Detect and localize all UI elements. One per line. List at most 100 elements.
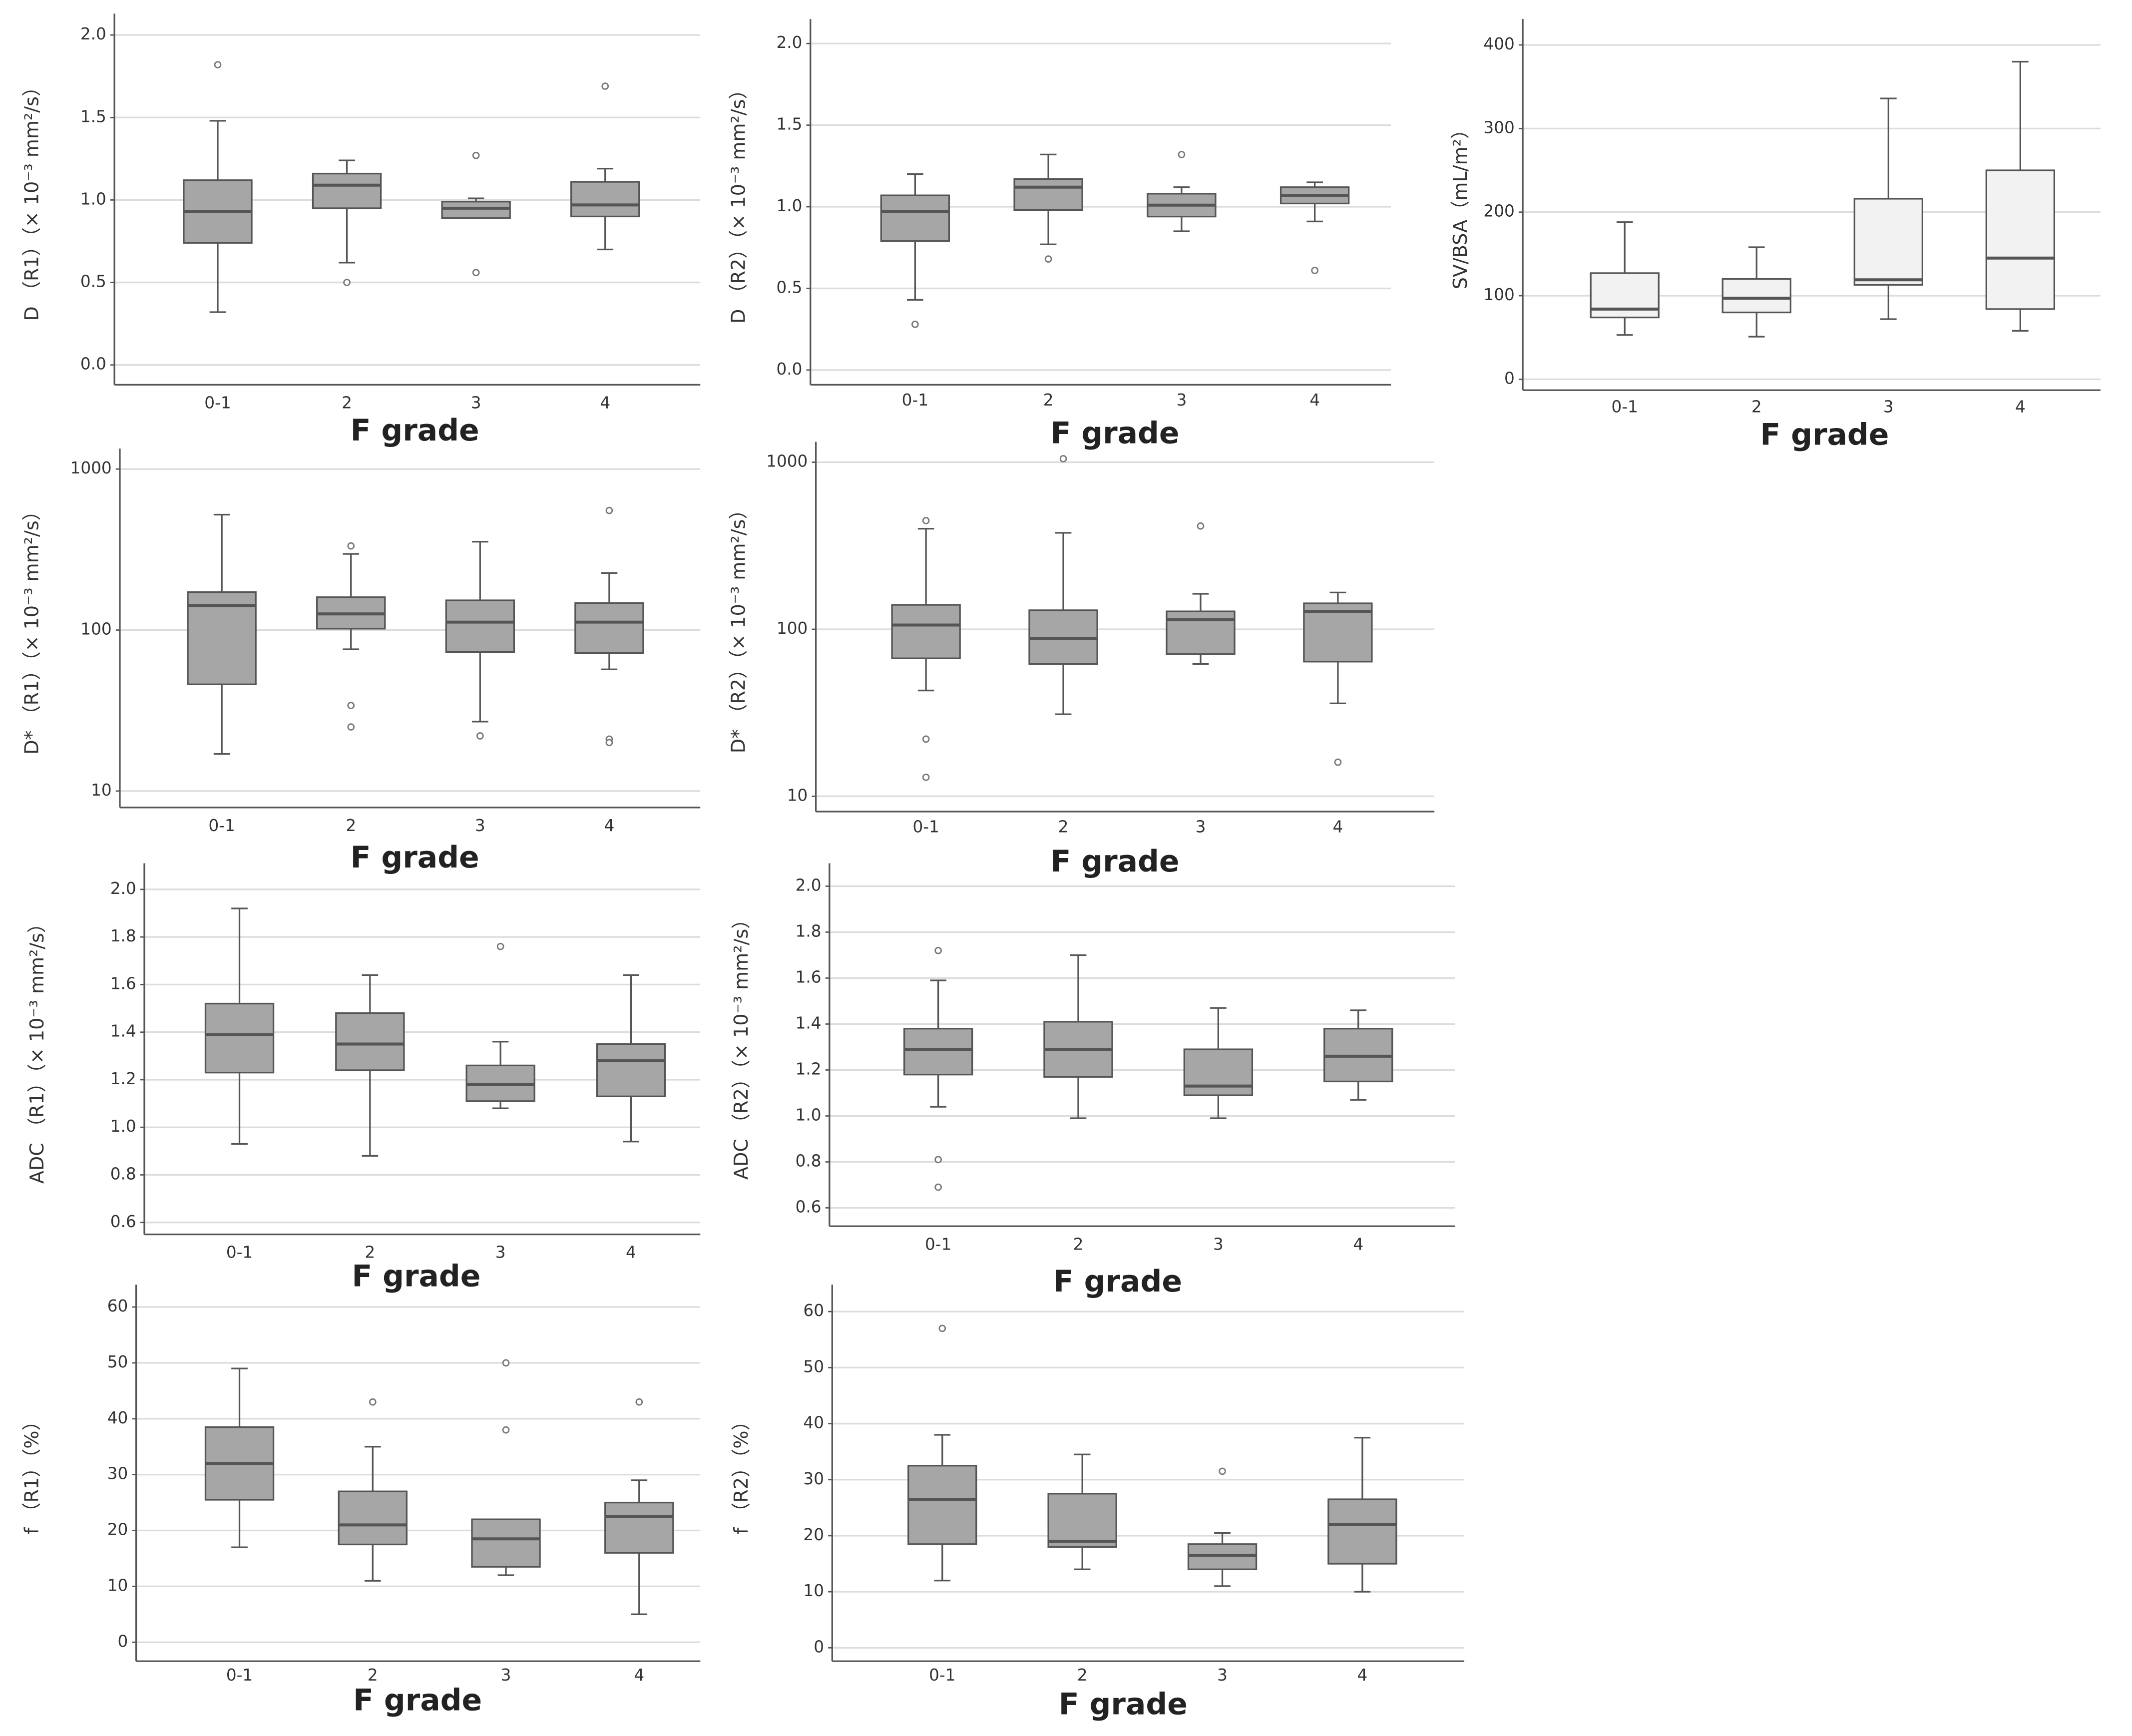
y-tick-label: 1.2 xyxy=(110,1069,136,1088)
x-tick-label: 4 xyxy=(1357,1666,1368,1685)
outlier xyxy=(1219,1467,1226,1475)
y-axis-label: SV/BSA（mL/m²） xyxy=(1449,120,1471,289)
box xyxy=(891,604,961,659)
x-tick-label: 0-1 xyxy=(902,391,928,410)
y-tick-label: 20 xyxy=(803,1525,824,1544)
x-axis-label: F grade xyxy=(351,840,479,875)
outlier xyxy=(472,269,480,277)
x-tick-label: 4 xyxy=(1333,818,1343,837)
y-tick-label: 60 xyxy=(107,1297,128,1315)
x-tick-label: 4 xyxy=(1353,1235,1363,1254)
box xyxy=(187,591,257,685)
x-tick-label: 0-1 xyxy=(226,1243,253,1262)
box xyxy=(1853,198,1923,286)
box xyxy=(1303,602,1373,663)
y-tick-label: 0.5 xyxy=(776,278,802,297)
box xyxy=(338,1490,408,1546)
y-tick-label: 1.4 xyxy=(796,1013,822,1032)
x-tick-label: 2 xyxy=(368,1666,378,1685)
outlier xyxy=(605,506,613,514)
y-tick-label: 2.0 xyxy=(80,24,106,43)
y-tick-label: 400 xyxy=(1483,34,1514,53)
y-tick-label: 1.6 xyxy=(796,967,822,986)
x-tick-label: 2 xyxy=(1073,1235,1084,1254)
y-tick-label: 2.0 xyxy=(776,33,802,52)
y-tick-label: 30 xyxy=(803,1469,824,1488)
box xyxy=(1013,178,1083,211)
x-tick-label: 0-1 xyxy=(912,818,939,837)
box xyxy=(907,1465,977,1545)
outlier xyxy=(472,151,480,159)
y-axis-label: ADC （R1）（× 10⁻³ mm²/s） xyxy=(26,914,48,1184)
y-tick-label: 0.6 xyxy=(110,1212,136,1231)
outlier xyxy=(635,1398,643,1406)
y-tick-label: 1.5 xyxy=(80,107,106,126)
y-tick-label: 0.0 xyxy=(80,355,106,374)
y-tick-label: 1.8 xyxy=(796,921,822,940)
x-tick-label: 3 xyxy=(475,816,485,835)
x-tick-label: 4 xyxy=(2015,398,2026,417)
x-tick-label: 4 xyxy=(634,1666,644,1685)
outlier xyxy=(496,942,504,950)
y-tick-label: 50 xyxy=(107,1352,128,1371)
box xyxy=(880,194,950,242)
x-tick-label: 2 xyxy=(346,816,356,835)
y-tick-label: 0 xyxy=(814,1637,824,1656)
y-tick-label: 100 xyxy=(80,620,111,639)
y-tick-label: 200 xyxy=(1483,202,1514,221)
x-axis-label: F grade xyxy=(1050,844,1179,879)
y-tick-label: 10 xyxy=(803,1581,824,1600)
box xyxy=(441,201,511,219)
x-tick-label: 3 xyxy=(1883,398,1894,417)
box xyxy=(312,172,382,209)
x-tick-label: 4 xyxy=(600,393,610,412)
x-tick-label: 4 xyxy=(604,816,615,835)
outlier xyxy=(938,1324,946,1332)
x-tick-label: 0-1 xyxy=(925,1235,951,1254)
y-tick-label: 2.0 xyxy=(796,875,822,894)
outlier xyxy=(934,946,942,954)
outlier xyxy=(601,82,609,90)
y-axis-label: f （R2）（%） xyxy=(730,1411,752,1534)
y-tick-label: 1.0 xyxy=(776,196,802,215)
outlier xyxy=(605,739,613,747)
y-tick-label: 0 xyxy=(1504,369,1515,388)
y-tick-label: 40 xyxy=(107,1408,128,1427)
x-tick-label: 0-1 xyxy=(204,393,231,412)
y-tick-label: 1.2 xyxy=(796,1059,822,1078)
box xyxy=(1047,1493,1117,1548)
y-tick-label: 0.5 xyxy=(80,272,106,291)
y-tick-label: 10 xyxy=(91,781,112,800)
outlier xyxy=(1178,151,1186,158)
y-axis-label: D* （R1）（× 10⁻³ mm²/s） xyxy=(20,501,42,755)
y-tick-label: 2.0 xyxy=(110,879,136,898)
x-tick-label: 0-1 xyxy=(929,1666,955,1685)
y-axis-label: D* （R2）（× 10⁻³ mm²/s） xyxy=(728,500,750,754)
outlier xyxy=(922,517,930,524)
outlier xyxy=(214,61,222,68)
outlier xyxy=(502,1426,510,1434)
x-tick-label: 2 xyxy=(1043,391,1054,410)
y-tick-label: 0.8 xyxy=(796,1151,822,1170)
x-tick-label: 3 xyxy=(471,393,481,412)
box xyxy=(1166,610,1236,655)
x-tick-label: 3 xyxy=(1213,1235,1224,1254)
outlier xyxy=(1334,758,1342,766)
outlier xyxy=(922,735,930,743)
x-tick-label: 2 xyxy=(342,393,352,412)
x-axis-label: F grade xyxy=(351,413,479,448)
x-tick-label: 0-1 xyxy=(1612,398,1638,417)
y-tick-label: 1.0 xyxy=(110,1117,136,1136)
outlier xyxy=(502,1359,510,1367)
box xyxy=(204,1002,275,1074)
x-axis-label: F grade xyxy=(1053,1264,1182,1299)
box xyxy=(1721,278,1791,314)
y-tick-label: 0.6 xyxy=(796,1197,822,1216)
y-tick-label: 1.0 xyxy=(80,189,106,208)
y-tick-label: 1.6 xyxy=(110,974,136,993)
box xyxy=(604,1501,674,1554)
x-tick-label: 0-1 xyxy=(226,1666,253,1685)
outlier xyxy=(934,1156,942,1164)
outlier xyxy=(476,732,484,740)
